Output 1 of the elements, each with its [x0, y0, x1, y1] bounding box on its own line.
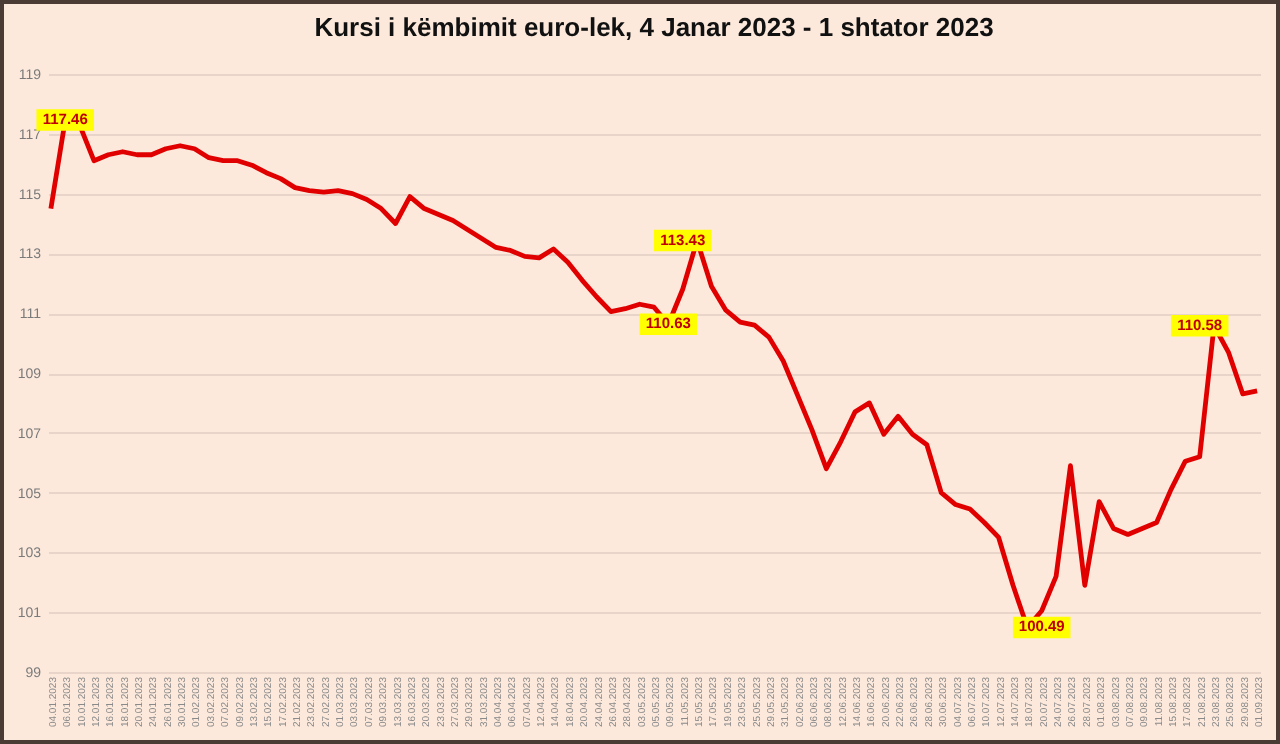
chart-title: Kursi i këmbimit euro-lek, 4 Janar 2023 - 1 shtator 2023	[314, 12, 994, 42]
